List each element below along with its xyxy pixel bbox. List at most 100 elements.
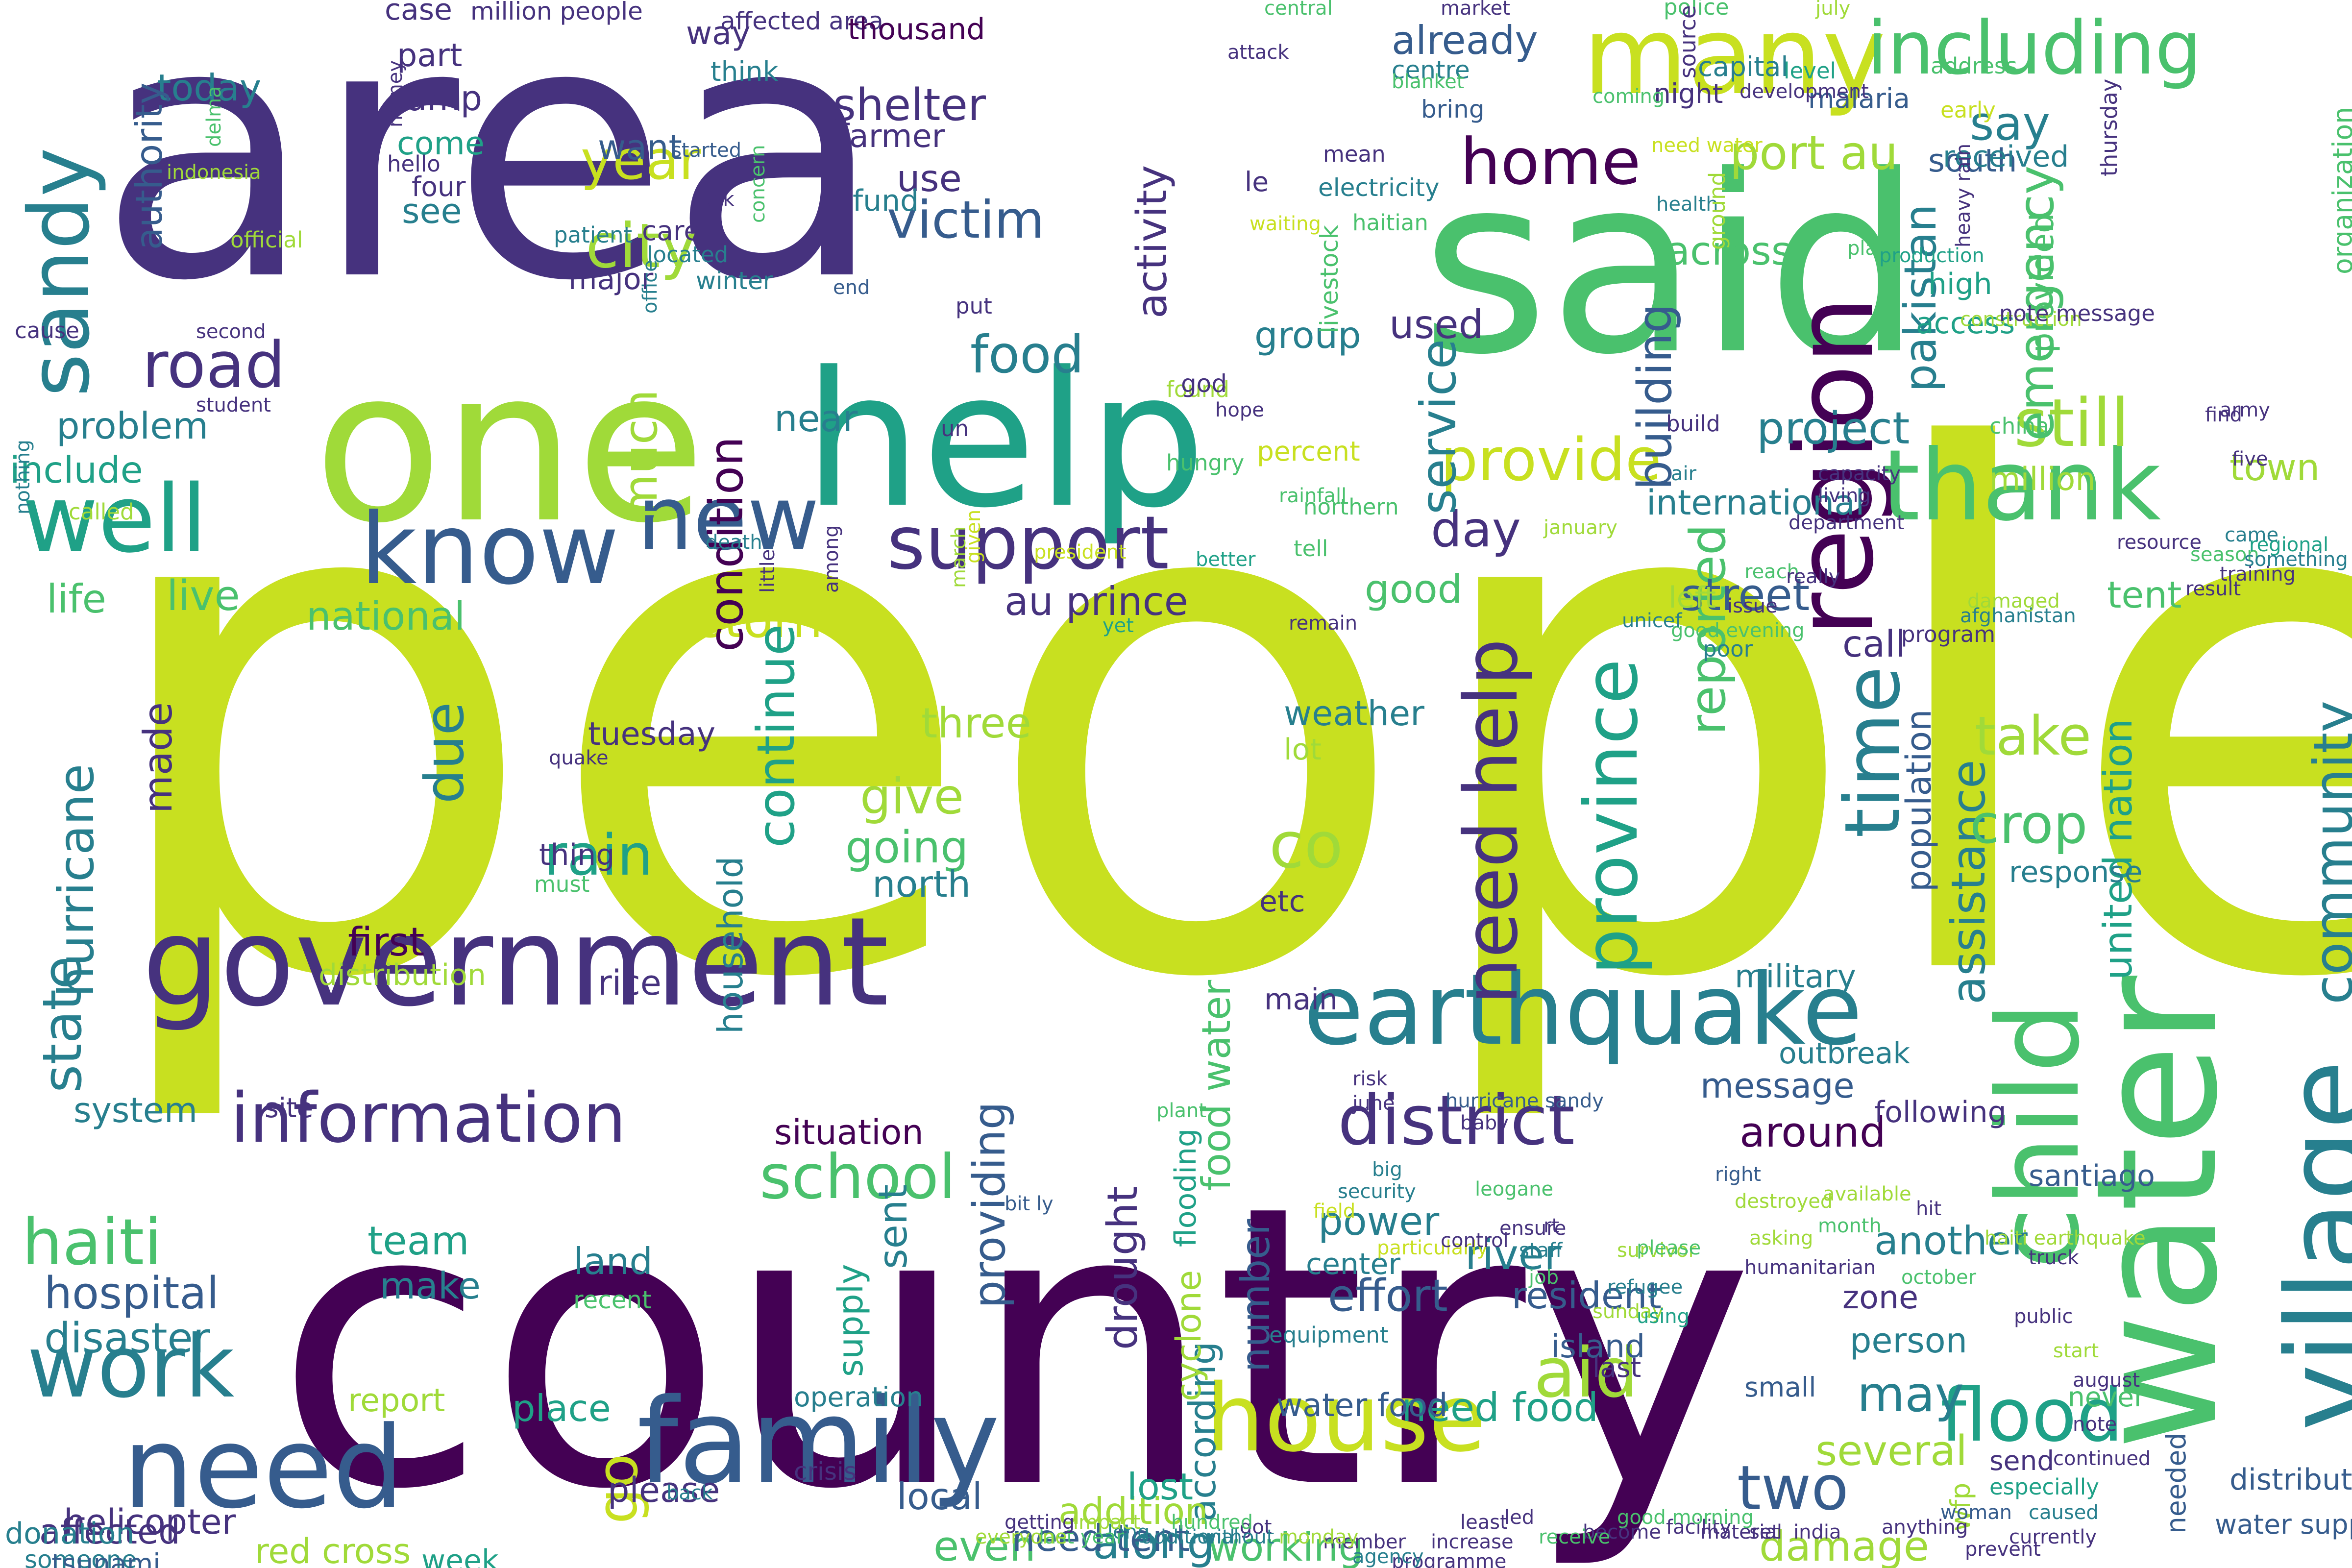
word-control: control bbox=[1441, 1229, 1509, 1252]
word-northern: northern bbox=[1303, 494, 1399, 520]
word-four: four bbox=[412, 171, 466, 202]
word-good-evening: good evening bbox=[1671, 619, 1805, 642]
word-project: project bbox=[1757, 403, 1910, 454]
word-got: got bbox=[1240, 1516, 1272, 1539]
word-october: october bbox=[1901, 1266, 1977, 1289]
word-anything: anything bbox=[1882, 1516, 1968, 1539]
word-india: india bbox=[1793, 1521, 1841, 1544]
word-lot: lot bbox=[1284, 733, 1322, 767]
word-january: january bbox=[1543, 516, 1617, 539]
word-across: across bbox=[1666, 228, 1791, 274]
word-ask: ask bbox=[701, 188, 735, 211]
word-community: community bbox=[2302, 701, 2352, 1004]
word-three: three bbox=[921, 699, 1031, 748]
word-send: send bbox=[1989, 1445, 2054, 1476]
word-production: production bbox=[1879, 245, 1984, 267]
word-china: china bbox=[1989, 413, 2049, 439]
word-plan: plan bbox=[1847, 237, 1889, 260]
word-donation: donation bbox=[5, 1517, 135, 1551]
word-well: well bbox=[22, 465, 207, 573]
word-one: one bbox=[314, 324, 706, 569]
word-death: death bbox=[706, 531, 762, 554]
word-following: following bbox=[1874, 1095, 2007, 1129]
word-haiti-earthquake: haiti earthquake bbox=[1984, 1227, 2146, 1250]
word-state: state bbox=[31, 956, 94, 1093]
word-work: work bbox=[27, 1318, 235, 1417]
word-truck: truck bbox=[2029, 1247, 2079, 1269]
word-aid: aid bbox=[1534, 1333, 1639, 1413]
word-city: city bbox=[586, 211, 696, 282]
word-activity: activity bbox=[1128, 165, 1176, 318]
word-go: go bbox=[585, 1454, 651, 1524]
word-leogane: leogane bbox=[1475, 1178, 1553, 1200]
word-already: already bbox=[1392, 18, 1538, 63]
word-fund: fund bbox=[853, 184, 919, 218]
word-co: co bbox=[1269, 808, 1343, 882]
word-hope: hope bbox=[1215, 399, 1264, 421]
word-message: message bbox=[1700, 1066, 1855, 1106]
word-le: le bbox=[1245, 166, 1269, 197]
word-build: build bbox=[1666, 411, 1720, 437]
word-damage: damage bbox=[1759, 1522, 1929, 1568]
word-addition: addition bbox=[1058, 1490, 1208, 1533]
word-thousand: thousand bbox=[848, 12, 985, 47]
word-attack: attack bbox=[1227, 41, 1289, 64]
word-centre: centre bbox=[1392, 56, 1470, 84]
word-police: police bbox=[1664, 0, 1729, 20]
word-household: household bbox=[710, 857, 751, 1034]
word-level: level bbox=[1784, 58, 1836, 84]
word-given: given bbox=[962, 510, 985, 564]
word-call: call bbox=[1842, 622, 1906, 665]
word-water-supply: water supply bbox=[2215, 1509, 2352, 1540]
word-group: group bbox=[1254, 314, 1361, 357]
word-good: good bbox=[1365, 566, 1462, 612]
word-country: country bbox=[274, 1124, 1755, 1568]
word-support: support bbox=[887, 501, 1169, 586]
word-hospital: hospital bbox=[44, 1268, 219, 1319]
word-province: province bbox=[1569, 659, 1654, 975]
word-program: program bbox=[1901, 621, 1995, 647]
word-heavy-rain: heavy rain bbox=[1952, 144, 1975, 247]
word-ground: ground bbox=[1704, 172, 1730, 250]
word-take: take bbox=[1975, 705, 2091, 767]
word-good-morning: good morning bbox=[1617, 1506, 1754, 1529]
word-risk: risk bbox=[1352, 1068, 1388, 1090]
word-use: use bbox=[897, 157, 962, 200]
word-percent: percent bbox=[1257, 436, 1360, 467]
word-think: think bbox=[710, 56, 779, 87]
word-near: near bbox=[774, 397, 858, 440]
word-staff: staff bbox=[1519, 1239, 1563, 1262]
word-two: two bbox=[1737, 1453, 1849, 1524]
word-access: access bbox=[1916, 306, 2015, 341]
word-currently: currently bbox=[2009, 1526, 2097, 1548]
word-thing: thing bbox=[539, 838, 614, 872]
word-week: week bbox=[421, 1544, 499, 1568]
word-crisis: crisis bbox=[794, 1457, 857, 1486]
word-major: major bbox=[568, 262, 654, 296]
word-hungry: hungry bbox=[1166, 450, 1244, 476]
word-distribution: distribution bbox=[318, 958, 486, 992]
word-yet: yet bbox=[1102, 614, 1134, 637]
word-santiago: santiago bbox=[2029, 1159, 2155, 1193]
word-provide: provide bbox=[1441, 426, 1662, 494]
word-report: report bbox=[348, 1382, 445, 1419]
word-camp: camp bbox=[387, 78, 482, 119]
word-hundred: hundred bbox=[1171, 1511, 1253, 1534]
word-note: note bbox=[2073, 1413, 2117, 1436]
word-district: district bbox=[1338, 1081, 1575, 1161]
word-hurricane: hurricane bbox=[48, 764, 105, 997]
word-found: found bbox=[1166, 376, 1229, 402]
word-street: street bbox=[1681, 569, 1810, 621]
word-need: need bbox=[122, 1403, 404, 1534]
word-five: five bbox=[2232, 448, 2268, 470]
word-august: august bbox=[2073, 1369, 2140, 1392]
word-patient: patient bbox=[554, 222, 632, 248]
word-rice: rice bbox=[598, 963, 662, 1003]
word-give: give bbox=[860, 768, 964, 825]
word-department: department bbox=[1788, 512, 1905, 534]
word-sunday: sunday bbox=[1592, 1300, 1664, 1323]
word-monday: monday bbox=[1279, 1526, 1358, 1548]
word-unicef: unicef bbox=[1622, 610, 1682, 632]
word-supply: supply bbox=[831, 1264, 871, 1377]
word-population: population bbox=[1899, 710, 1939, 892]
